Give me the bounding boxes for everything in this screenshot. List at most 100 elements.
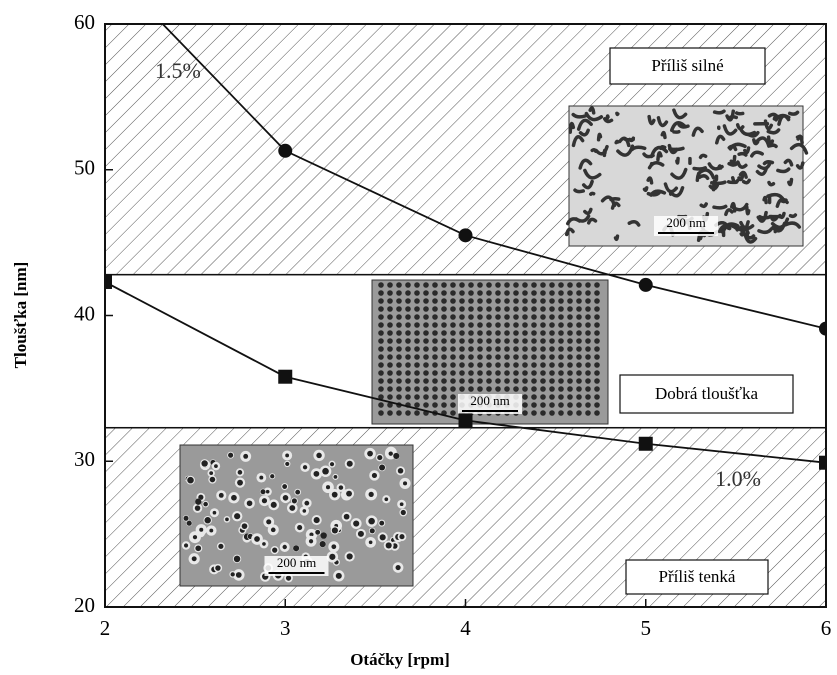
- texture: [504, 386, 510, 392]
- texture: [214, 464, 218, 468]
- texture: [459, 386, 465, 392]
- texture: [384, 497, 388, 501]
- texture: [495, 306, 501, 312]
- texture: [585, 378, 591, 384]
- texture: [309, 539, 313, 543]
- texture: [576, 322, 582, 328]
- region-label: Dobrá tloušťka: [655, 384, 759, 403]
- y-axis-title: Tloušťka [nm]: [11, 262, 30, 369]
- texture: [414, 282, 420, 288]
- texture: [477, 306, 483, 312]
- texture: [567, 282, 573, 288]
- texture: [567, 362, 573, 368]
- texture: [513, 290, 519, 296]
- texture: [468, 338, 474, 344]
- texture: [432, 370, 438, 376]
- texture: [396, 370, 402, 376]
- texture: [558, 322, 564, 328]
- texture: [558, 394, 564, 400]
- texture: [414, 402, 420, 408]
- texture: [594, 370, 600, 376]
- texture: [213, 511, 217, 515]
- x-tick-label: 2: [100, 616, 111, 640]
- texture: [432, 306, 438, 312]
- texture: [378, 346, 384, 352]
- texture: [423, 346, 429, 352]
- texture: [522, 378, 528, 384]
- texture: [378, 322, 384, 328]
- texture: [387, 370, 393, 376]
- texture: [234, 513, 240, 519]
- texture: [468, 306, 474, 312]
- texture: [531, 290, 537, 296]
- texture: [405, 306, 411, 312]
- texture: [405, 338, 411, 344]
- texture: [531, 402, 537, 408]
- texture: [495, 330, 501, 336]
- texture: [405, 282, 411, 288]
- texture: [270, 474, 274, 478]
- texture: [477, 354, 483, 360]
- texture: [486, 370, 492, 376]
- texture: [549, 378, 555, 384]
- texture: [219, 493, 224, 498]
- texture: [405, 298, 411, 304]
- texture: [513, 370, 519, 376]
- texture: [459, 338, 465, 344]
- texture: [387, 354, 393, 360]
- texture: [737, 113, 743, 114]
- texture: [576, 410, 582, 416]
- texture: [594, 410, 600, 416]
- texture: [414, 338, 420, 344]
- texture: [567, 330, 573, 336]
- texture: [228, 453, 233, 458]
- texture: [378, 370, 384, 376]
- texture: [739, 154, 746, 155]
- texture: [714, 181, 716, 190]
- texture: [396, 346, 402, 352]
- texture: [594, 314, 600, 320]
- texture: [513, 362, 519, 368]
- texture: [396, 282, 402, 288]
- texture: [495, 338, 501, 344]
- texture: [486, 338, 492, 344]
- texture: [403, 481, 407, 485]
- texture: [531, 298, 537, 304]
- texture: [441, 354, 447, 360]
- x-tick-label: 4: [460, 616, 471, 640]
- texture: [495, 346, 501, 352]
- texture: [370, 528, 375, 533]
- texture: [285, 462, 289, 466]
- texture: [558, 346, 564, 352]
- texture: [741, 233, 743, 235]
- texture: [184, 516, 189, 521]
- texture: [513, 330, 519, 336]
- texture: [576, 290, 582, 296]
- texture: [540, 314, 546, 320]
- texture: [468, 386, 474, 392]
- texture: [585, 386, 591, 392]
- texture: [495, 354, 501, 360]
- texture: [531, 386, 537, 392]
- texture: [285, 454, 289, 458]
- texture: [540, 298, 546, 304]
- texture: [549, 410, 555, 416]
- texture: [495, 282, 501, 288]
- texture: [468, 354, 474, 360]
- texture: [184, 543, 188, 547]
- texture: [432, 354, 438, 360]
- texture: [585, 402, 591, 408]
- texture: [504, 282, 510, 288]
- texture: [558, 402, 564, 408]
- texture: [486, 290, 492, 296]
- texture: [594, 306, 600, 312]
- texture: [540, 322, 546, 328]
- texture: [522, 322, 528, 328]
- texture: [304, 501, 309, 506]
- texture: [486, 362, 492, 368]
- texture: [486, 378, 492, 384]
- texture: [585, 362, 591, 368]
- texture: [231, 495, 237, 501]
- texture: [522, 394, 528, 400]
- texture: [477, 378, 483, 384]
